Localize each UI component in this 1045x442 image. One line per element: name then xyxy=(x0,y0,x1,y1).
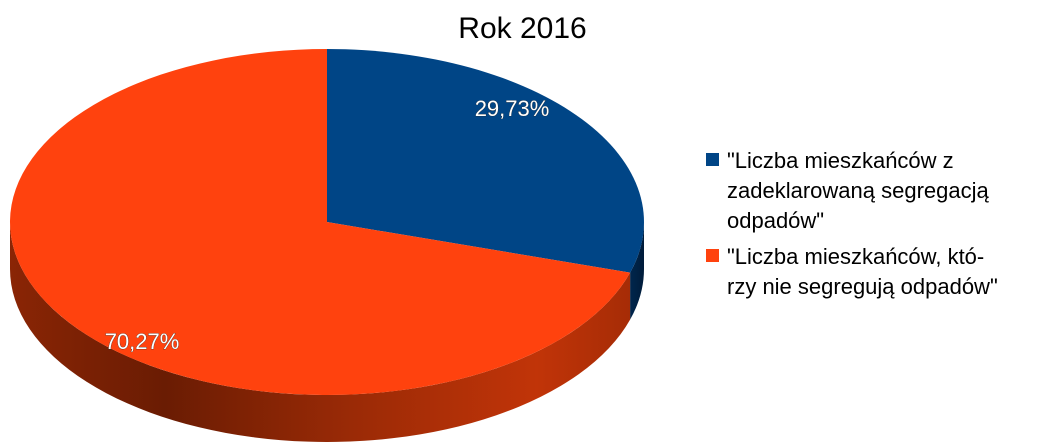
pie-slice-side-1 xyxy=(630,222,644,320)
legend-label: "Liczba mieszkańców z xyxy=(727,148,954,173)
pie-slice-2 xyxy=(9,49,631,396)
legend: "Liczba mieszkańców z zadeklarowaną segre… xyxy=(706,146,1041,308)
legend-swatch xyxy=(706,153,719,166)
legend-label: "Liczba mieszkańców, któ- xyxy=(727,244,985,269)
legend-item-1: "Liczba mieszkańców z zadeklarowaną segre… xyxy=(706,146,1041,236)
legend-label: odpadów" xyxy=(727,208,825,233)
pie-slice-1 xyxy=(327,49,644,273)
chart-title: Rok 2016 xyxy=(458,12,587,45)
legend-swatch xyxy=(706,249,719,262)
pie-slice-side-2 xyxy=(10,222,631,442)
legend-label: rzy nie segregują odpadów" xyxy=(727,274,998,299)
data-label-1: 29,73% xyxy=(475,96,550,121)
legend-item-2: "Liczba mieszkańców, któ-rzy nie segregu… xyxy=(706,242,1041,302)
data-label-2: 70,27% xyxy=(105,329,180,354)
legend-label: zadeklarowaną segregacją xyxy=(727,178,989,203)
